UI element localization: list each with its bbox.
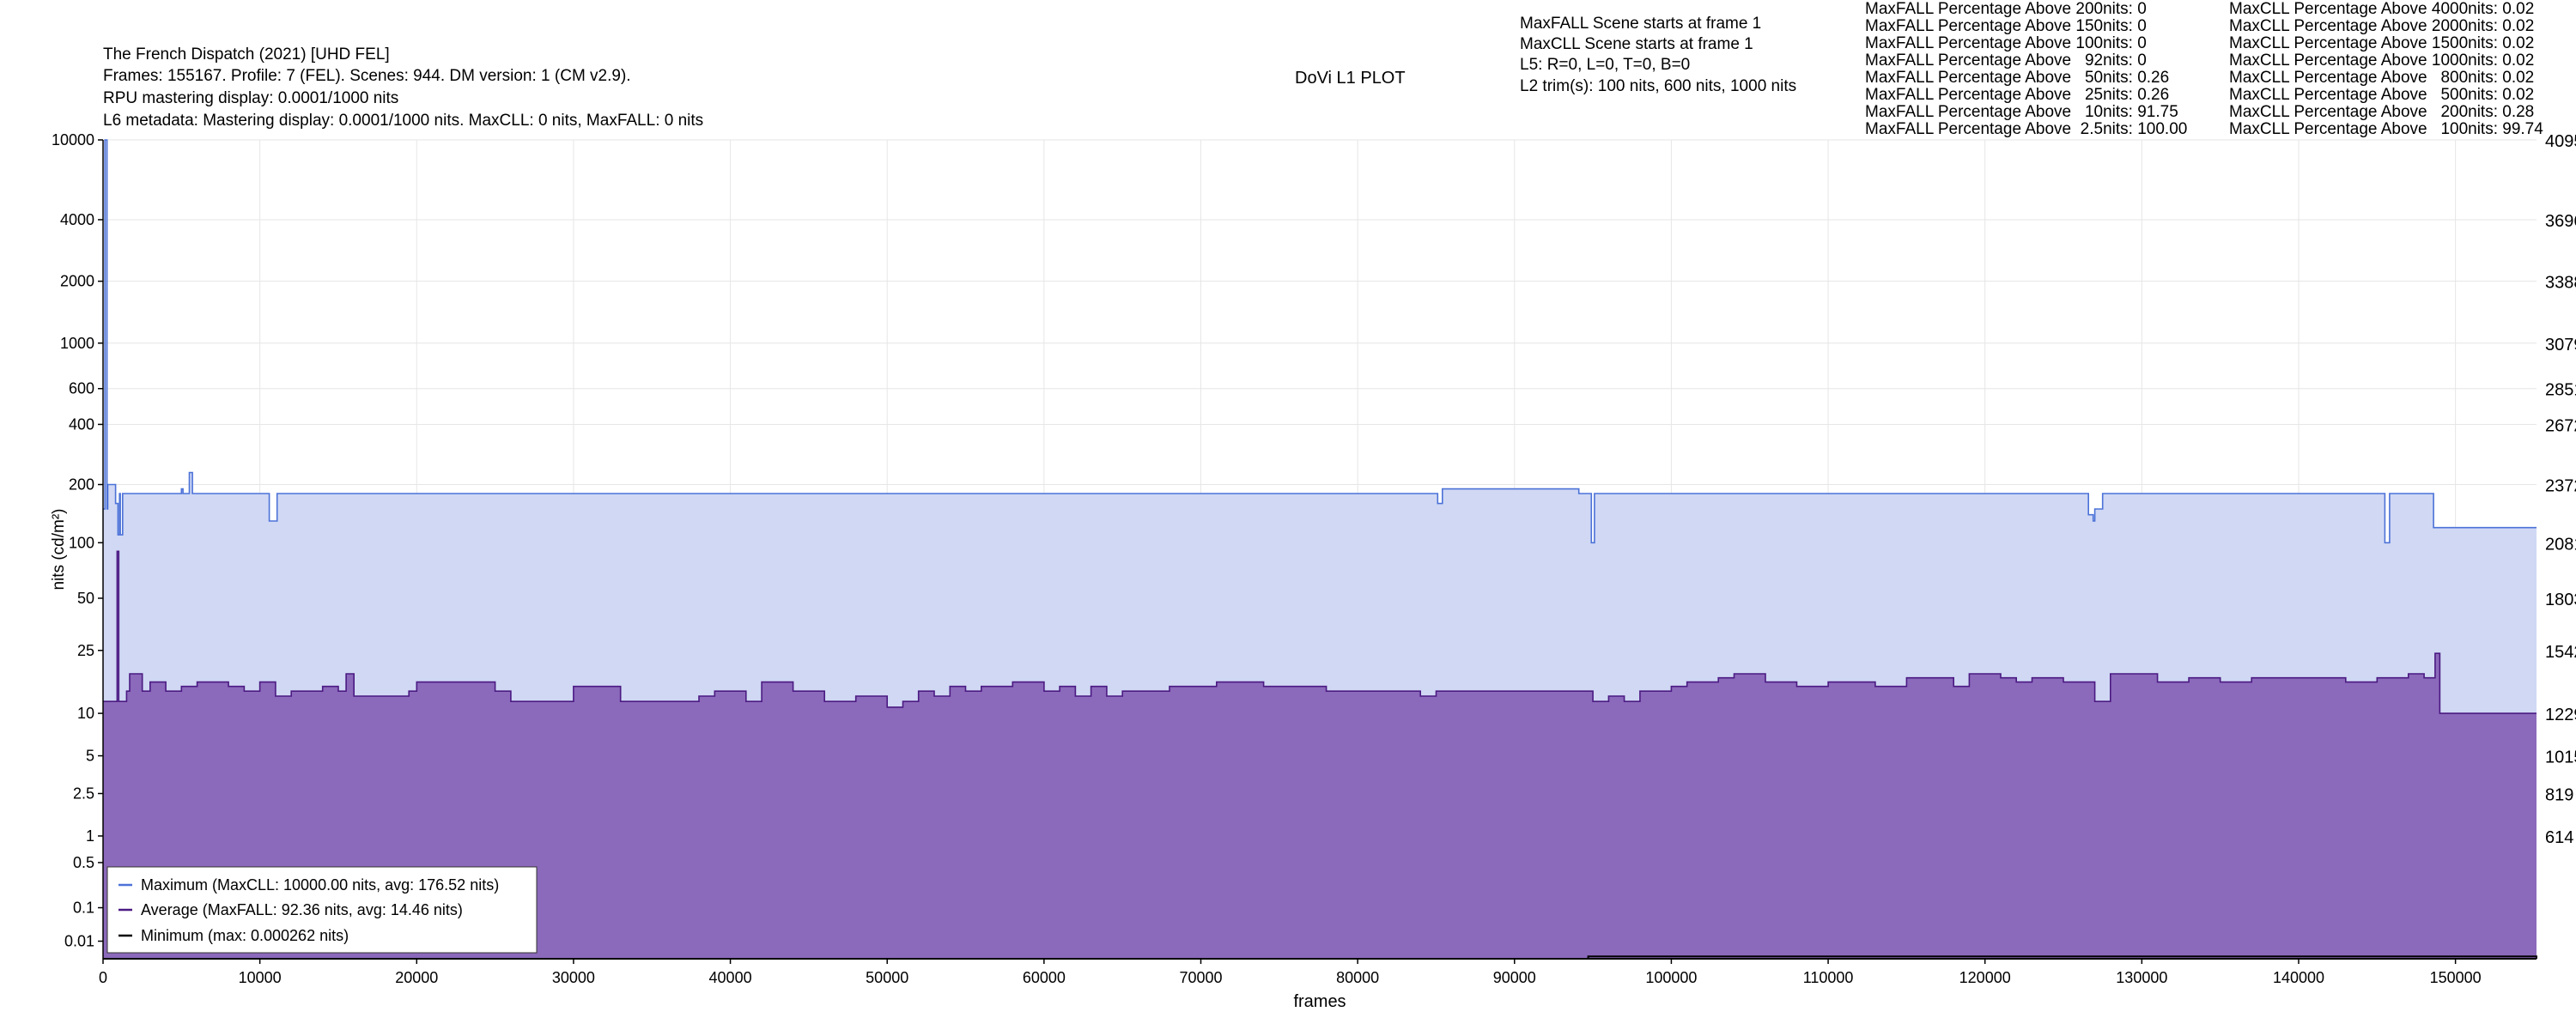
x-tick-label: 100000 <box>1645 969 1697 986</box>
y-tick-label: 25 <box>77 642 94 659</box>
movie-title: The French Dispatch (2021) [UHD FEL] <box>103 45 390 64</box>
frames-info: Frames: 155167. Profile: 7 (FEL). Scenes… <box>103 67 631 85</box>
maxfall-stat: MaxFALL Percentage Above 25nits: 0.26 <box>1865 86 2170 104</box>
plot-label: DoVi L1 PLOT <box>1295 69 1406 88</box>
average-series-line <box>103 550 2537 714</box>
x-tick-label: 90000 <box>1493 969 1536 986</box>
x-tick-label: 30000 <box>552 969 595 986</box>
y-tick-label: 0.5 <box>73 854 94 871</box>
maxfall-stat: MaxFALL Percentage Above 200nits: 0 <box>1865 0 2147 18</box>
y2-tick-label: 819 <box>2545 786 2573 805</box>
x-tick-label: 20000 <box>395 969 438 986</box>
y-tick-label: 50 <box>77 590 94 607</box>
legend: Maximum (MaxCLL: 10000.00 nits, avg: 176… <box>106 866 538 954</box>
legend-label-maximum: Maximum (MaxCLL: 10000.00 nits, avg: 176… <box>141 876 499 894</box>
y2-tick-label: 3696 <box>2545 212 2576 231</box>
y-axis-label: nits (cd/m²) <box>50 509 68 591</box>
average-area <box>103 551 2537 959</box>
y-tick-label: 200 <box>69 476 94 494</box>
y2-tick-label: 1803 <box>2545 591 2576 609</box>
y2-tick-label: 1229 <box>2545 706 2576 724</box>
maxcll-stat: MaxCLL Percentage Above 1000nits: 0.02 <box>2229 52 2535 70</box>
maxfall-stat: MaxFALL Percentage Above 10nits: 91.75 <box>1865 103 2178 121</box>
x-tick-label: 110000 <box>1803 969 1854 986</box>
x-tick-label: 70000 <box>1179 969 1222 986</box>
y-tick-label: 2000 <box>60 273 94 290</box>
y-tick-label: 1 <box>86 827 94 845</box>
maxcll-stat: MaxCLL Percentage Above 800nits: 0.02 <box>2229 69 2535 87</box>
l5-line: L5: R=0, L=0, T=0, B=0 <box>1520 56 1691 74</box>
y-tick-label: 100 <box>69 534 94 551</box>
y-tick-label: 400 <box>69 415 94 433</box>
maxfall-stat: MaxFALL Percentage Above 150nits: 0 <box>1865 17 2147 35</box>
x-tick-label: 50000 <box>866 969 908 986</box>
maxfall-stat: MaxFALL Percentage Above 50nits: 0.26 <box>1865 69 2170 87</box>
x-tick-label: 0 <box>99 969 107 986</box>
y-tick-label: 600 <box>69 380 94 397</box>
maxcll-stat: MaxCLL Percentage Above 1500nits: 0.02 <box>2229 34 2535 52</box>
y2-tick-label: 1015 <box>2545 748 2576 767</box>
y2-tick-label: 4095 <box>2545 132 2576 151</box>
x-tick-label: 150000 <box>2430 969 2482 986</box>
x-tick-label: 80000 <box>1336 969 1379 986</box>
y2-tick-label: 3388 <box>2545 274 2576 293</box>
y-tick-label: 1000 <box>60 335 94 352</box>
maxcll-stat: MaxCLL Percentage Above 4000nits: 0.02 <box>2229 0 2535 18</box>
l6-metadata-info: L6 metadata: Mastering display: 0.0001/1… <box>103 112 704 130</box>
y-tick-label: 10000 <box>52 131 94 148</box>
x-tick-label: 120000 <box>1959 969 2011 986</box>
maxfall-stat: MaxFALL Percentage Above 92nits: 0 <box>1865 52 2147 70</box>
maxfall-stat: MaxFALL Percentage Above 2.5nits: 100.00 <box>1865 120 2188 138</box>
maxfall-scene-line: MaxFALL Scene starts at frame 1 <box>1520 15 1762 33</box>
maxcll-scene-line: MaxCLL Scene starts at frame 1 <box>1520 35 1753 53</box>
x-tick-label: 10000 <box>239 969 282 986</box>
l2-trims-line: L2 trim(s): 100 nits, 600 nits, 1000 nit… <box>1520 77 1797 95</box>
maxcll-stat: MaxCLL Percentage Above 100nits: 99.74 <box>2229 120 2543 138</box>
y2-tick-label: 3079 <box>2545 336 2576 354</box>
maxcll-stat: MaxCLL Percentage Above 200nits: 0.28 <box>2229 103 2535 121</box>
x-axis-ticks: 0 10000 20000 30000 40000 50000 60000 70000 8000… <box>99 959 2482 986</box>
maxfall-stat: MaxFALL Percentage Above 100nits: 0 <box>1865 34 2147 52</box>
maxcll-stat: MaxCLL Percentage Above 500nits: 0.02 <box>2229 86 2535 104</box>
x-tick-label: 140000 <box>2273 969 2324 986</box>
y-tick-label: 0.1 <box>73 900 94 917</box>
legend-label-average: Average (MaxFALL: 92.36 nits, avg: 14.46… <box>141 901 463 918</box>
y2-tick-label: 2851 <box>2545 381 2576 400</box>
y-tick-label: 0.01 <box>64 933 94 950</box>
legend-label-minimum: Minimum (max: 0.000262 nits) <box>141 927 349 944</box>
y-tick-label: 5 <box>86 748 94 765</box>
x-tick-label: 40000 <box>709 969 752 986</box>
y2-tick-label: 1542 <box>2545 643 2576 662</box>
y2-tick-label: 614 <box>2545 828 2573 847</box>
y-axis-ticks: 10000 4000 2000 1000 600 400 200 100 50 25 10 5 2.5 1… <box>52 131 103 950</box>
y-tick-label: 4000 <box>60 211 94 228</box>
maxcll-stat: MaxCLL Percentage Above 2000nits: 0.02 <box>2229 17 2535 35</box>
x-tick-label: 60000 <box>1023 969 1066 986</box>
y-tick-label: 2.5 <box>73 785 94 803</box>
maximum-series-line <box>103 139 2537 544</box>
x-tick-label: 130000 <box>2116 969 2167 986</box>
x-axis-label: frames <box>1293 992 1346 1011</box>
rpu-mastering-info: RPU mastering display: 0.0001/1000 nits <box>103 89 399 107</box>
y-tick-label: 10 <box>77 705 94 722</box>
